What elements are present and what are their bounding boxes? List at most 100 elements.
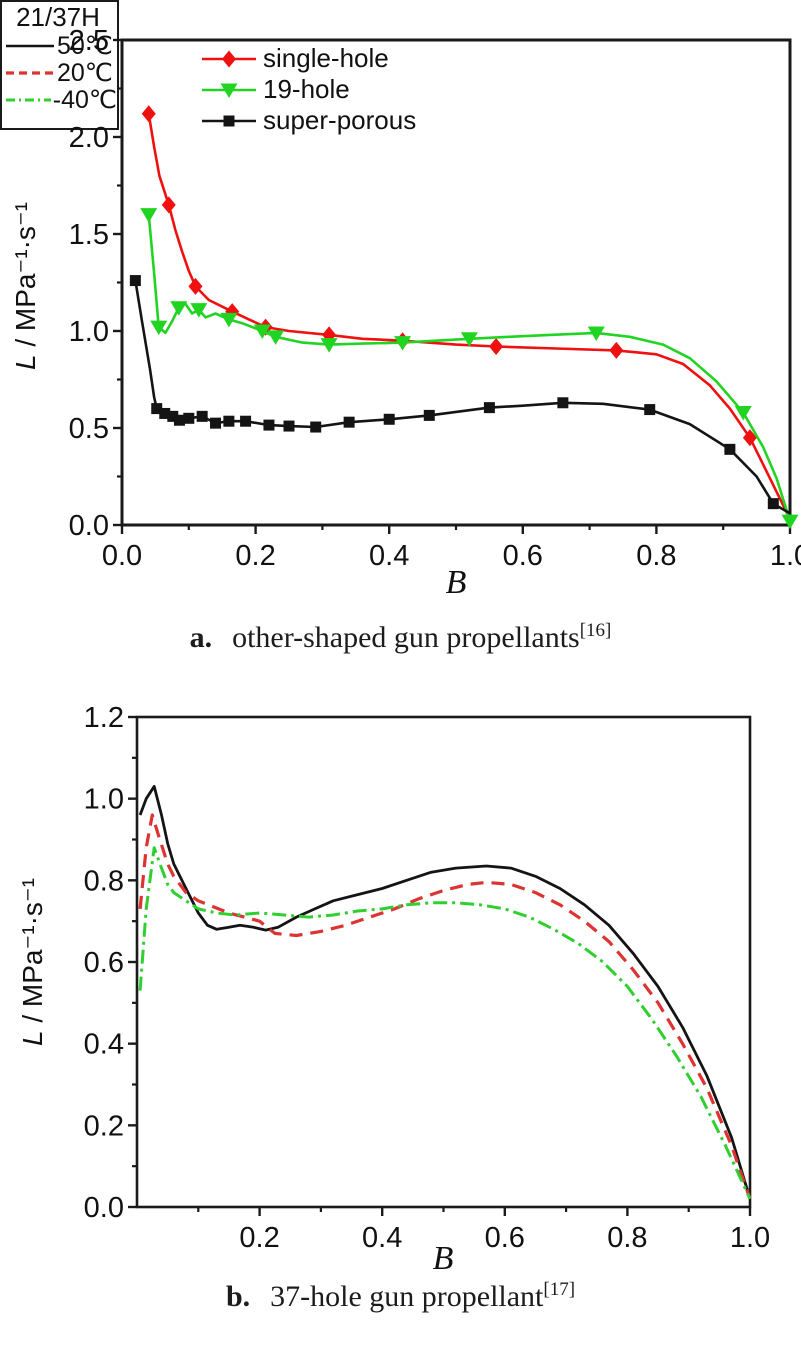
series-marker-super-porous (173, 414, 185, 426)
series-marker-single-hole (742, 429, 757, 447)
y-axis-symbol: L (17, 1030, 48, 1047)
caption-text: other-shaped gun propellants (232, 621, 580, 654)
caption-reference: [16] (579, 620, 612, 641)
legend-item: 20℃ (5, 58, 117, 87)
legend-title: 21/37H (16, 2, 100, 32)
y-tick-label: 0.0 (84, 1192, 124, 1224)
series-marker-super-porous (223, 415, 235, 427)
series-marker-single-hole (609, 341, 624, 359)
series-marker-super-porous (724, 443, 736, 455)
series-line-50C (138, 785, 752, 1200)
x-tick-label: 0.6 (503, 540, 543, 572)
x-tick-label: 0.6 (485, 1222, 525, 1254)
series-line-20C (138, 813, 752, 1200)
x-tick-label: 1.0 (770, 540, 801, 572)
legend-label: super-porous (263, 105, 417, 135)
y-tick-label: 0.8 (84, 865, 124, 897)
series-marker-super-porous (183, 412, 195, 424)
chart-b-plot: 0.2 0.4 0.6 0.8 1.0 0.0 0.2 0.4 0.6 0.8 1.0 1.2 (84, 702, 770, 1254)
y-tick-label: 0.6 (84, 947, 124, 979)
x-tick-label: 0.0 (102, 540, 142, 572)
y-tick-label: 0.0 (69, 510, 109, 542)
series-marker-19-hole (190, 303, 208, 318)
series-marker-19-hole (220, 312, 238, 328)
legend-sample-square (202, 115, 256, 126)
legend-sample-dashdot-line (6, 98, 51, 101)
series-marker-super-porous (263, 419, 275, 431)
series-marker-super-porous (343, 416, 355, 428)
x-tick-label: 1.0 (730, 1222, 770, 1254)
y-tick-label: 1.0 (84, 784, 124, 816)
legend-label: 20℃ (57, 58, 113, 87)
chart-b-legend-box: 21/37H 50℃ 20℃ -40℃ (0, 0, 119, 130)
x-tick-label: 0.2 (235, 540, 275, 572)
y-tick-label: 1.2 (84, 702, 124, 734)
caption-reference: [17] (543, 1279, 576, 1300)
series-marker-19-hole (170, 301, 188, 316)
legend-sample-diamond (202, 50, 256, 67)
series-marker-super-porous (129, 275, 141, 287)
series-marker-super-porous (557, 397, 569, 409)
legend-item: single-hole (201, 43, 416, 74)
caption-tag: a. (189, 621, 213, 654)
series-marker-19-hole (587, 326, 605, 341)
series-marker-super-porous (210, 417, 222, 429)
legend-sample-dashed-line (6, 70, 54, 75)
legend-item: -40℃ (5, 85, 117, 114)
series-marker-19-hole (140, 208, 158, 223)
legend-label: 50℃ (57, 31, 113, 60)
series-marker-19-hole (394, 336, 412, 351)
series-line-single-hole (147, 113, 792, 520)
x-tick-label: 0.2 (239, 1222, 279, 1254)
legend-item: super-porous (201, 105, 416, 136)
y-tick-label: 1.0 (69, 316, 109, 348)
series-marker-single-hole (188, 277, 203, 295)
legend-sample-solid-line (6, 44, 54, 47)
series-marker-super-porous (383, 413, 395, 425)
chart-a-x-axis-label: B (445, 564, 467, 601)
series-line-19-hole (147, 214, 792, 522)
series-marker-19-hole (320, 338, 338, 353)
series-marker-single-hole (161, 196, 176, 214)
x-tick-label: 0.8 (607, 1222, 647, 1254)
y-tick-label: 0.2 (84, 1110, 124, 1142)
y-axis-symbol: L (10, 354, 41, 371)
legend-label: single-hole (263, 43, 389, 73)
chart-a-legend: single-hole 19-hole super-porous (201, 43, 416, 136)
legend-sample-triangle-down (202, 83, 256, 98)
series-marker-19-hole (150, 320, 168, 336)
chart-b-legend-items: 50℃ 20℃ -40℃ (5, 31, 117, 114)
series-marker-19-hole (460, 332, 478, 347)
legend-label: -40℃ (52, 85, 117, 114)
series-line-minus40C (138, 846, 752, 1200)
series-marker-super-porous (483, 402, 495, 414)
chart-a-caption: a. other-shaped gun propellants[16] (0, 621, 801, 655)
chart-a-y-axis-label: L / MPa⁻¹·s⁻¹ (9, 136, 47, 436)
series-marker-super-porous (423, 409, 435, 421)
y-axis-units: / MPa⁻¹·s⁻¹ (10, 201, 41, 355)
series-marker-19-hole (781, 514, 799, 530)
series-marker-super-porous (196, 410, 208, 422)
chart-b-x-axis-label: B (432, 1240, 454, 1277)
series-marker-19-hole (253, 324, 271, 339)
caption-tag: b. (225, 1280, 251, 1313)
x-tick-label: 0.8 (636, 540, 676, 572)
y-axis-units: / MPa⁻¹·s⁻¹ (17, 877, 48, 1031)
caption-text: 37-hole gun propellant (270, 1280, 544, 1313)
series-marker-single-hole (141, 105, 156, 123)
legend-item: 19-hole (201, 74, 416, 105)
legend-label: 19-hole (263, 74, 350, 104)
y-tick-label: 1.5 (69, 219, 109, 251)
y-tick-label: 0.5 (69, 413, 109, 445)
x-tick-label: 0.4 (362, 1222, 402, 1254)
chart-a-plot: 0.0 0.2 0.4 0.6 0.8 1.0 0.0 0.5 1.0 1.5 2.0 2.5 (69, 25, 801, 572)
legend-item: 50℃ (5, 31, 117, 60)
series-marker-super-porous (644, 404, 656, 416)
series-marker-super-porous (283, 420, 295, 432)
series-marker-super-porous (240, 415, 252, 427)
chart-b-caption: b. 37-hole gun propellant[17] (0, 1280, 801, 1314)
x-tick-label: 0.4 (369, 540, 409, 572)
series-marker-super-porous (310, 421, 322, 433)
y-tick-label: 2.5 (69, 25, 109, 57)
